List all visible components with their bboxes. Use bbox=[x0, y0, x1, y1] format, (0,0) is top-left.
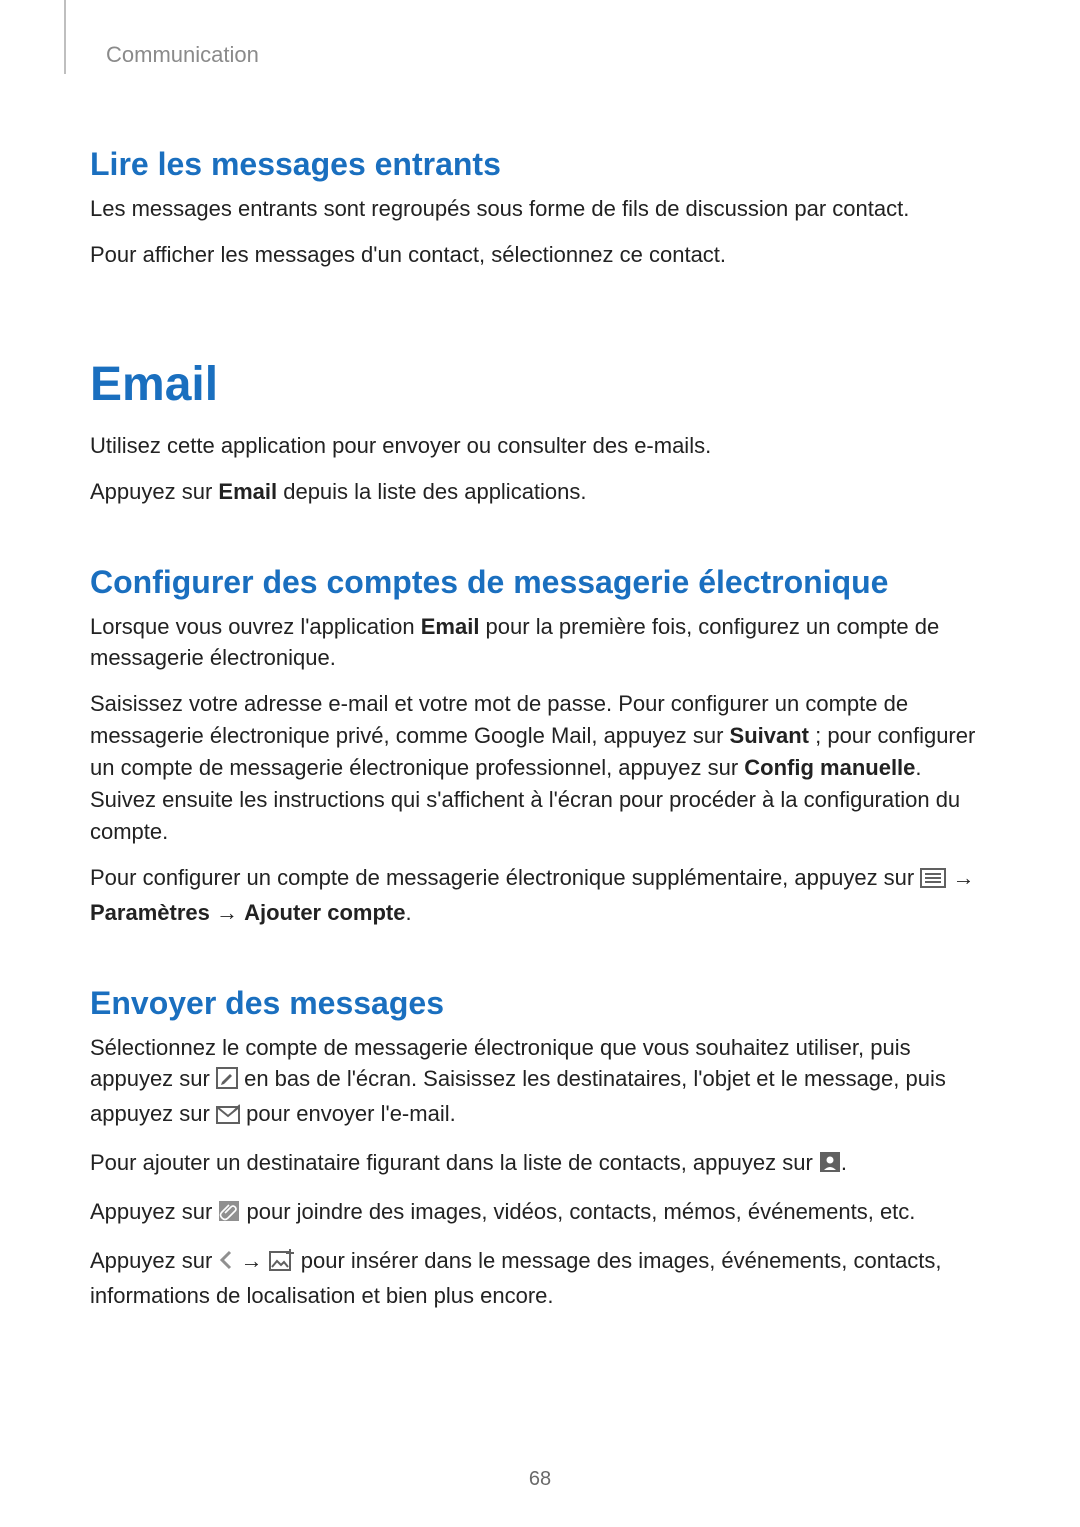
text-run: . bbox=[405, 900, 411, 925]
text-run-bold: Ajouter compte bbox=[244, 900, 405, 925]
text-run: Pour configurer un compte de messagerie … bbox=[90, 865, 920, 890]
text-run: → bbox=[234, 1248, 268, 1273]
text-run: . bbox=[841, 1150, 847, 1175]
send-icon bbox=[216, 1101, 240, 1133]
breadcrumb: Communication bbox=[106, 42, 990, 68]
body-text: Appuyez sur Email depuis la liste des ap… bbox=[90, 476, 990, 508]
compose-icon bbox=[216, 1066, 238, 1098]
text-run-bold: Suivant bbox=[730, 723, 809, 748]
body-text: Appuyez sur → pour insérer dans le messa… bbox=[90, 1245, 990, 1312]
body-text: Les messages entrants sont regroupés sou… bbox=[90, 193, 990, 225]
text-run: → bbox=[210, 900, 244, 925]
manual-page: Communication Lire les messages entrants… bbox=[0, 0, 1080, 1527]
text-run-bold: Email bbox=[218, 479, 277, 504]
body-text: Pour ajouter un destinataire figurant da… bbox=[90, 1147, 990, 1182]
body-text: Lorsque vous ouvrez l'application Email … bbox=[90, 611, 990, 675]
text-run: Appuyez sur bbox=[90, 1248, 218, 1273]
text-run: Appuyez sur bbox=[90, 479, 218, 504]
heading-email: Email bbox=[90, 357, 990, 412]
attach-icon bbox=[218, 1199, 240, 1231]
text-run: Pour ajouter un destinataire figurant da… bbox=[90, 1150, 819, 1175]
body-text: Pour configurer un compte de messagerie … bbox=[90, 862, 990, 929]
text-run: Appuyez sur bbox=[90, 1199, 218, 1224]
text-run-bold: Email bbox=[421, 614, 480, 639]
text-run-bold: Config manuelle bbox=[744, 755, 915, 780]
text-run: depuis la liste des applications. bbox=[277, 479, 586, 504]
heading-envoyer-messages: Envoyer des messages bbox=[90, 985, 990, 1022]
text-run-bold: Paramètres bbox=[90, 900, 210, 925]
image-add-icon bbox=[269, 1248, 295, 1280]
text-run: pour joindre des images, vidéos, contact… bbox=[240, 1199, 915, 1224]
page-number: 68 bbox=[0, 1468, 1080, 1491]
text-run: Lorsque vous ouvrez l'application bbox=[90, 614, 421, 639]
body-text: Pour afficher les messages d'un contact,… bbox=[90, 239, 990, 271]
contact-icon bbox=[819, 1150, 841, 1182]
top-rule bbox=[64, 0, 66, 74]
heading-configurer-comptes: Configurer des comptes de messagerie éle… bbox=[90, 564, 990, 601]
heading-lire-messages: Lire les messages entrants bbox=[90, 146, 990, 183]
body-text: Saisissez votre adresse e-mail et votre … bbox=[90, 688, 990, 847]
text-run: → bbox=[946, 865, 974, 890]
body-text: Sélectionnez le compte de messagerie éle… bbox=[90, 1032, 990, 1134]
chevron-left-icon bbox=[218, 1248, 234, 1280]
text-run: pour envoyer l'e-mail. bbox=[240, 1101, 456, 1126]
body-text: Utilisez cette application pour envoyer … bbox=[90, 430, 990, 462]
body-text: Appuyez sur pour joindre des images, vid… bbox=[90, 1196, 990, 1231]
menu-icon bbox=[920, 865, 946, 897]
